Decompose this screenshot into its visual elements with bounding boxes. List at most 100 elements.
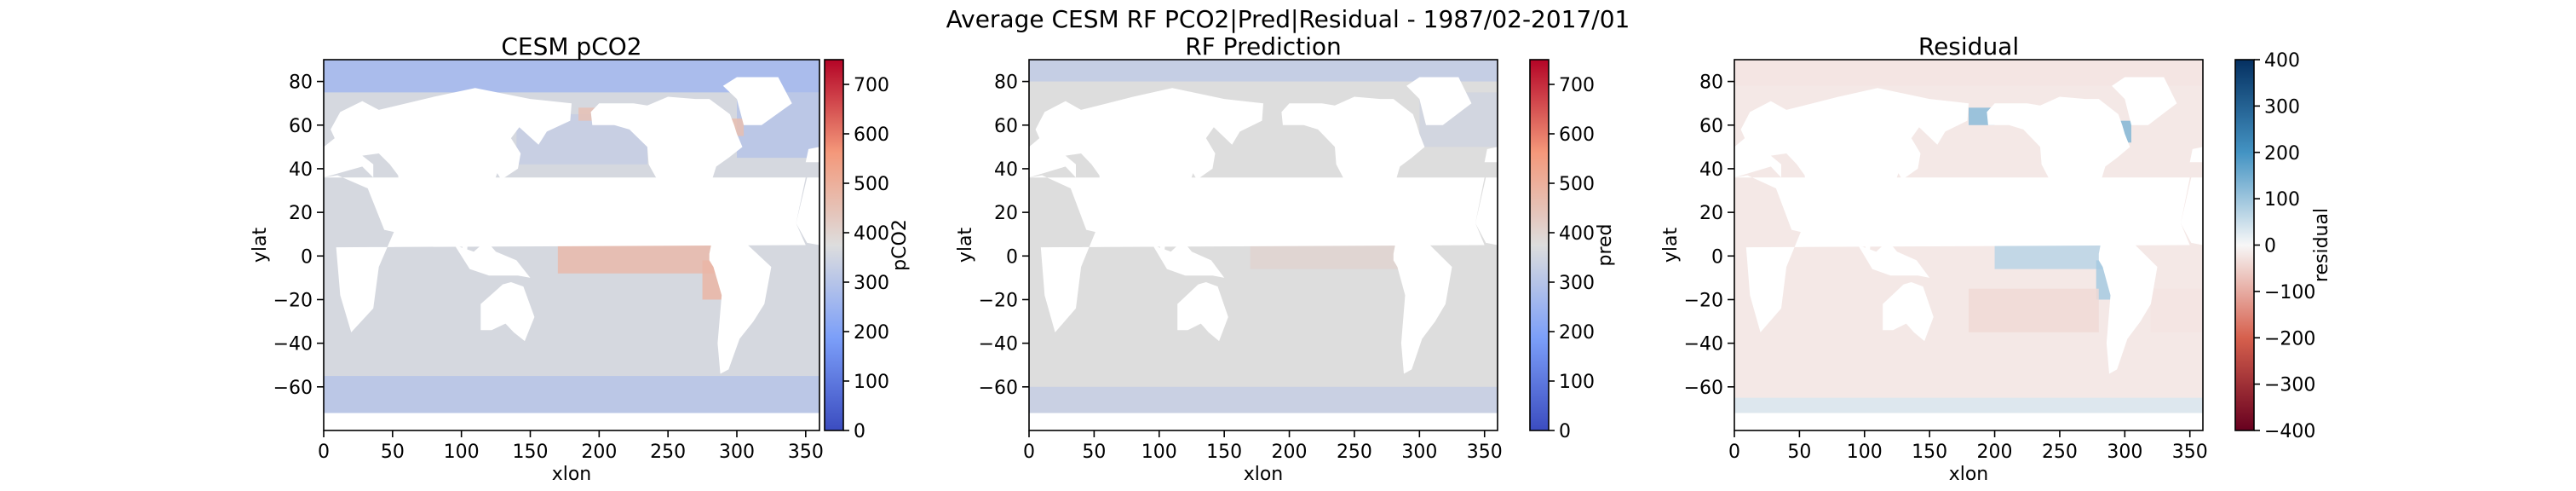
- colorbar-tick-label: 400: [1559, 223, 1595, 245]
- y-tick-label: −40: [979, 334, 1018, 355]
- land-mask: [1475, 177, 1498, 246]
- colorbar-gradient: [2235, 60, 2254, 430]
- colorbar-tick-label: 600: [1559, 124, 1595, 146]
- land-mask: [1883, 282, 1934, 342]
- land-mask: [1987, 96, 2158, 374]
- y-tick-label: 80: [289, 72, 313, 94]
- y-tick-label: 80: [994, 72, 1018, 94]
- land-mask: [805, 147, 819, 163]
- land-mask: [324, 413, 819, 430]
- colorbar-tick-label: 0: [2264, 236, 2276, 257]
- x-tick-label: 0: [318, 442, 330, 463]
- colorbar-tick-label: 0: [854, 421, 865, 442]
- panel-title: CESM pCO2: [501, 32, 641, 61]
- y-tick-label: 40: [1699, 159, 1723, 181]
- heatmap-zone: [2150, 288, 2203, 332]
- x-tick-label: 200: [581, 442, 617, 463]
- x-tick-label: 0: [1728, 442, 1740, 463]
- axes-frame: [1028, 59, 1498, 431]
- heatmap-zone: [1994, 242, 2106, 269]
- colorbar-label: residual: [2311, 208, 2332, 282]
- land-mask: [722, 77, 792, 125]
- colorbar-tick-label: 600: [854, 124, 889, 146]
- land-mask: [1153, 240, 1225, 278]
- panel-title: Residual: [1918, 32, 2019, 61]
- colorbar-frame: [824, 59, 844, 431]
- heatmap-area: [1029, 60, 1498, 430]
- land-mask: [1734, 88, 1969, 254]
- colorbar-tick-label: 100: [1559, 372, 1595, 393]
- x-tick-label: 50: [1787, 442, 1811, 463]
- land-mask: [1177, 282, 1228, 342]
- axes-frame: [1734, 59, 2204, 431]
- x-tick-label: 150: [1206, 442, 1242, 463]
- y-tick-label: 0: [1006, 246, 1018, 268]
- y-tick-label: −60: [979, 378, 1018, 399]
- colorbar-tick-label: −300: [2264, 375, 2315, 396]
- land-mask: [2189, 147, 2203, 163]
- y-tick-label: 0: [301, 246, 313, 268]
- y-tick-label: 60: [289, 116, 313, 137]
- x-tick-label: 300: [1401, 442, 1437, 463]
- y-tick-label: −40: [273, 334, 313, 355]
- x-tick-label: 50: [381, 442, 405, 463]
- y-axis-label: ylat: [955, 228, 976, 263]
- y-tick-label: −20: [979, 290, 1018, 311]
- colorbar-tick-label: 100: [2264, 189, 2300, 211]
- x-tick-label: 250: [2042, 442, 2078, 463]
- land-mask: [1734, 413, 2203, 430]
- x-tick-label: 200: [1272, 442, 1308, 463]
- panel-title: RF Prediction: [1185, 32, 1342, 61]
- x-tick-label: 100: [1141, 442, 1177, 463]
- colorbar-tick-label: −400: [2264, 421, 2315, 442]
- x-tick-label: 250: [650, 442, 686, 463]
- colorbar: 0 100 200 300 400 500 600 700 pred: [1529, 59, 1616, 442]
- x-tick-label: 350: [2172, 442, 2208, 463]
- land-mask: [1029, 88, 1263, 254]
- x-tick-label: 300: [719, 442, 755, 463]
- land-mask: [1858, 240, 1930, 278]
- y-tick-label: 20: [994, 203, 1018, 224]
- land-mask: [454, 240, 531, 278]
- x-tick-label: 0: [1023, 442, 1035, 463]
- colorbar-gradient: [825, 60, 843, 430]
- x-tick-label: 50: [1082, 442, 1106, 463]
- x-axis-label: xlon: [552, 464, 592, 485]
- figure-suptitle: Average CESM RF PCO2|Pred|Residual - 198…: [946, 5, 1630, 33]
- colorbar-tick-label: 200: [1559, 322, 1595, 344]
- land-mask: [1281, 96, 1452, 374]
- y-tick-label: −40: [1684, 334, 1723, 355]
- colorbar: 0 100 200 300 400 500 600 700 pCO2: [824, 59, 911, 442]
- land-mask: [324, 88, 572, 254]
- colorbar-label: pred: [1595, 223, 1616, 266]
- y-tick-label: 0: [1711, 246, 1723, 268]
- heatmap-zone: [1969, 288, 2099, 332]
- land-mask: [480, 282, 535, 342]
- x-tick-label: 350: [788, 442, 824, 463]
- y-tick-label: 80: [1699, 72, 1723, 94]
- colorbar-tick-label: 700: [1559, 75, 1595, 96]
- colorbar-tick-label: 200: [854, 322, 889, 344]
- colorbar: −400 −300 −200 −100 0 100 200 300 400 residual: [2234, 50, 2332, 442]
- y-tick-label: −60: [1684, 378, 1723, 399]
- colorbar-gradient: [1530, 60, 1549, 430]
- land-mask: [1029, 413, 1498, 430]
- y-tick-label: 60: [1699, 116, 1723, 137]
- y-axis-label: ylat: [250, 228, 271, 263]
- colorbar-tick-label: 400: [2264, 50, 2300, 72]
- colorbar-tick-label: 300: [1559, 273, 1595, 294]
- heatmap-area: [324, 60, 819, 430]
- colorbar-tick-label: 300: [854, 273, 889, 294]
- colorbar-tick-label: −200: [2264, 328, 2315, 349]
- land-mask: [2112, 77, 2177, 125]
- y-tick-label: 20: [1699, 203, 1723, 224]
- x-tick-label: 250: [1337, 442, 1372, 463]
- colorbar-tick-label: −100: [2264, 282, 2315, 303]
- land-mask: [796, 177, 819, 246]
- x-tick-label: 100: [1847, 442, 1883, 463]
- axes-frame: [323, 59, 820, 431]
- heatmap-zone: [1250, 242, 1400, 269]
